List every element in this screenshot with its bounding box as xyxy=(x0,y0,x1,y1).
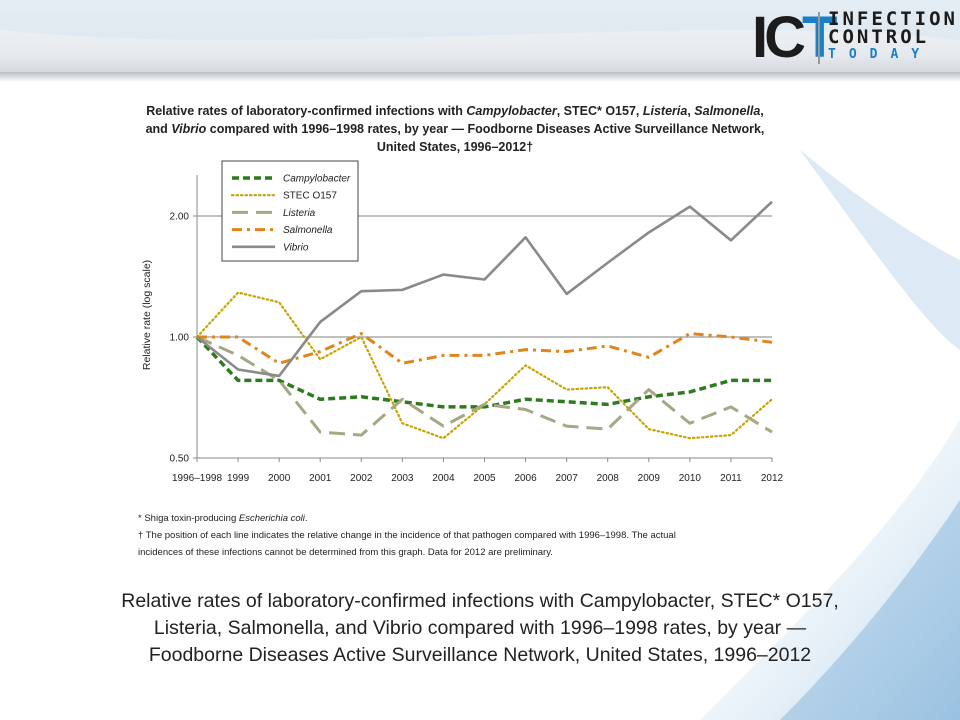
legend: Campylobacter STEC O157 Listeria Salmonella… xyxy=(221,160,359,262)
ict-logo: ICT INFECTION CONTROL TODAY xyxy=(752,8,955,68)
logo-line3: TODAY xyxy=(828,47,933,62)
slide-caption: Relative rates of laboratory-confirmed i… xyxy=(0,588,960,669)
chart-footnote-segment: . xyxy=(305,513,308,524)
x-tick-label: 2012 xyxy=(761,473,784,484)
x-tick-label: 2002 xyxy=(350,473,373,484)
chart-footnote: incidences of these infections cannot be… xyxy=(138,547,553,558)
chart-footnote-segment: Escherichia coli xyxy=(239,513,306,524)
x-tick-label: 2010 xyxy=(679,473,702,484)
x-tick-label: 1996–1998 xyxy=(172,473,222,484)
x-tick-label: 2004 xyxy=(432,473,455,484)
series-line-stec-o157 xyxy=(195,291,774,440)
header-shadow xyxy=(0,72,960,82)
y-tick-label: 1.00 xyxy=(170,333,190,344)
caption-line-2: Listeria, Salmonella, and Vibrio compare… xyxy=(153,617,807,639)
chart-title-line-segment: , xyxy=(687,104,694,118)
legend-label: Campylobacter xyxy=(283,174,351,185)
chart-title-line-segment: Listeria xyxy=(643,104,688,118)
chart-title-line-segment: United States, 1996–2012† xyxy=(377,140,533,154)
x-tick-label: 2007 xyxy=(556,473,579,484)
x-tick-label: 2006 xyxy=(514,473,537,484)
chart-title-line: United States, 1996–2012† xyxy=(377,140,533,154)
chart-title-line-segment: , xyxy=(760,104,763,118)
series-line-listeria xyxy=(196,335,773,437)
chart-title-line-segment: Salmonella xyxy=(694,104,760,118)
chart-footnote: † The position of each line indicates th… xyxy=(138,530,676,541)
legend-label: Vibrio xyxy=(283,242,309,253)
chart-title-line-segment: and xyxy=(146,122,172,136)
x-tick-label: 1999 xyxy=(227,473,250,484)
x-tick-label: 2000 xyxy=(268,473,291,484)
chart-title-line-segment: compared with 1996–1998 rates, by year —… xyxy=(206,122,764,136)
caption-line-3: Foodborne Diseases Active Surveillance N… xyxy=(148,644,812,666)
logo-wordmark: INFECTION CONTROL TODAY xyxy=(828,10,958,64)
y-tick-label: 2.00 xyxy=(170,212,190,223)
y-axis-label: Relative rate (log scale) xyxy=(141,260,153,370)
logo-line1: INFECTION xyxy=(828,8,958,30)
y-tick-label: 0.50 xyxy=(170,454,190,465)
chart-title-line: and Vibrio compared with 1996–1998 rates… xyxy=(146,122,765,136)
x-tick-label: 2009 xyxy=(638,473,661,484)
chart-footnote: * Shiga toxin-producing Escherichia coli… xyxy=(138,513,308,524)
x-tick-label: 2003 xyxy=(391,473,414,484)
legend-label: Salmonella xyxy=(283,225,333,236)
chart-title-line-segment: Campylobacter xyxy=(466,104,557,118)
x-tick-label: 2001 xyxy=(309,473,332,484)
chart-footnote-segment: * Shiga toxin-producing xyxy=(138,513,239,524)
chart-footnote-segment: † The position of each line indicates th… xyxy=(138,530,676,541)
x-tick-label: 2005 xyxy=(473,473,496,484)
legend-label: STEC O157 xyxy=(283,191,337,202)
chart-title-line-segment: Relative rates of laboratory-confirmed i… xyxy=(146,104,466,118)
chart-footnote-segment: incidences of these infections cannot be… xyxy=(138,547,553,558)
x-tick-label: 2008 xyxy=(597,473,620,484)
chart-title-line-segment: , STEC* O157, xyxy=(557,104,643,118)
chart-title-line: Relative rates of laboratory-confirmed i… xyxy=(146,104,764,118)
caption-line-1: Relative rates of laboratory-confirmed i… xyxy=(121,590,839,612)
logo-line2: CONTROL xyxy=(828,26,930,48)
logo-divider xyxy=(818,12,820,64)
series-line-salmonella xyxy=(197,332,773,365)
legend-label: Listeria xyxy=(283,208,316,219)
x-tick-label: 2011 xyxy=(720,473,742,484)
chart-title-line-segment: Vibrio xyxy=(171,122,206,136)
